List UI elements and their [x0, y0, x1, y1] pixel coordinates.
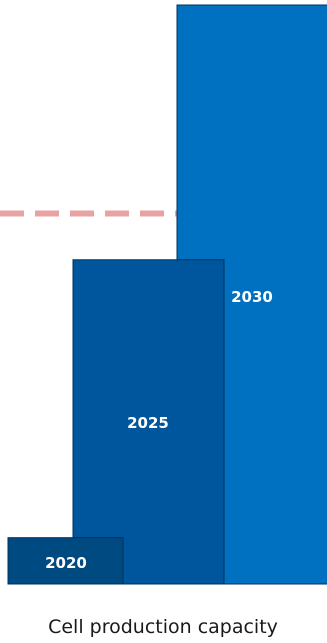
bar-label-2020: 2020 — [45, 554, 87, 572]
x-axis-label: Cell production capacity — [48, 616, 278, 638]
bar-label-2030: 2030 — [231, 288, 273, 306]
bar-label-2025: 2025 — [127, 414, 169, 432]
bar-2025 — [72, 259, 225, 585]
bar-2020 — [7, 537, 124, 585]
